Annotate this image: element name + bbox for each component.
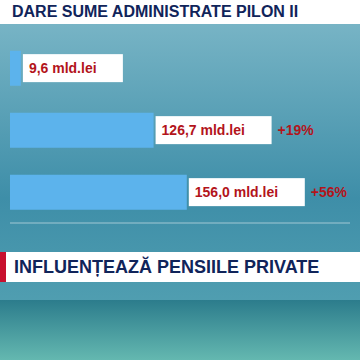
svg-text:+56%: +56% xyxy=(311,184,348,200)
svg-text:9,6 mld.lei: 9,6 mld.lei xyxy=(29,60,97,76)
html-text:INFLUENȚEAZĂ PENSIILE PRIVATE: INFLUENȚEAZĂ PENSIILE PRIVATE xyxy=(14,257,320,277)
svg-text:+19%: +19% xyxy=(278,122,315,138)
html-text:DARE SUME ADMINISTRATE PILON I: DARE SUME ADMINISTRATE PILON II xyxy=(12,3,299,20)
svg-text:156,0 mld.lei: 156,0 mld.lei xyxy=(195,184,278,200)
svg-text:126,7 mld.lei: 126,7 mld.lei xyxy=(162,122,245,138)
